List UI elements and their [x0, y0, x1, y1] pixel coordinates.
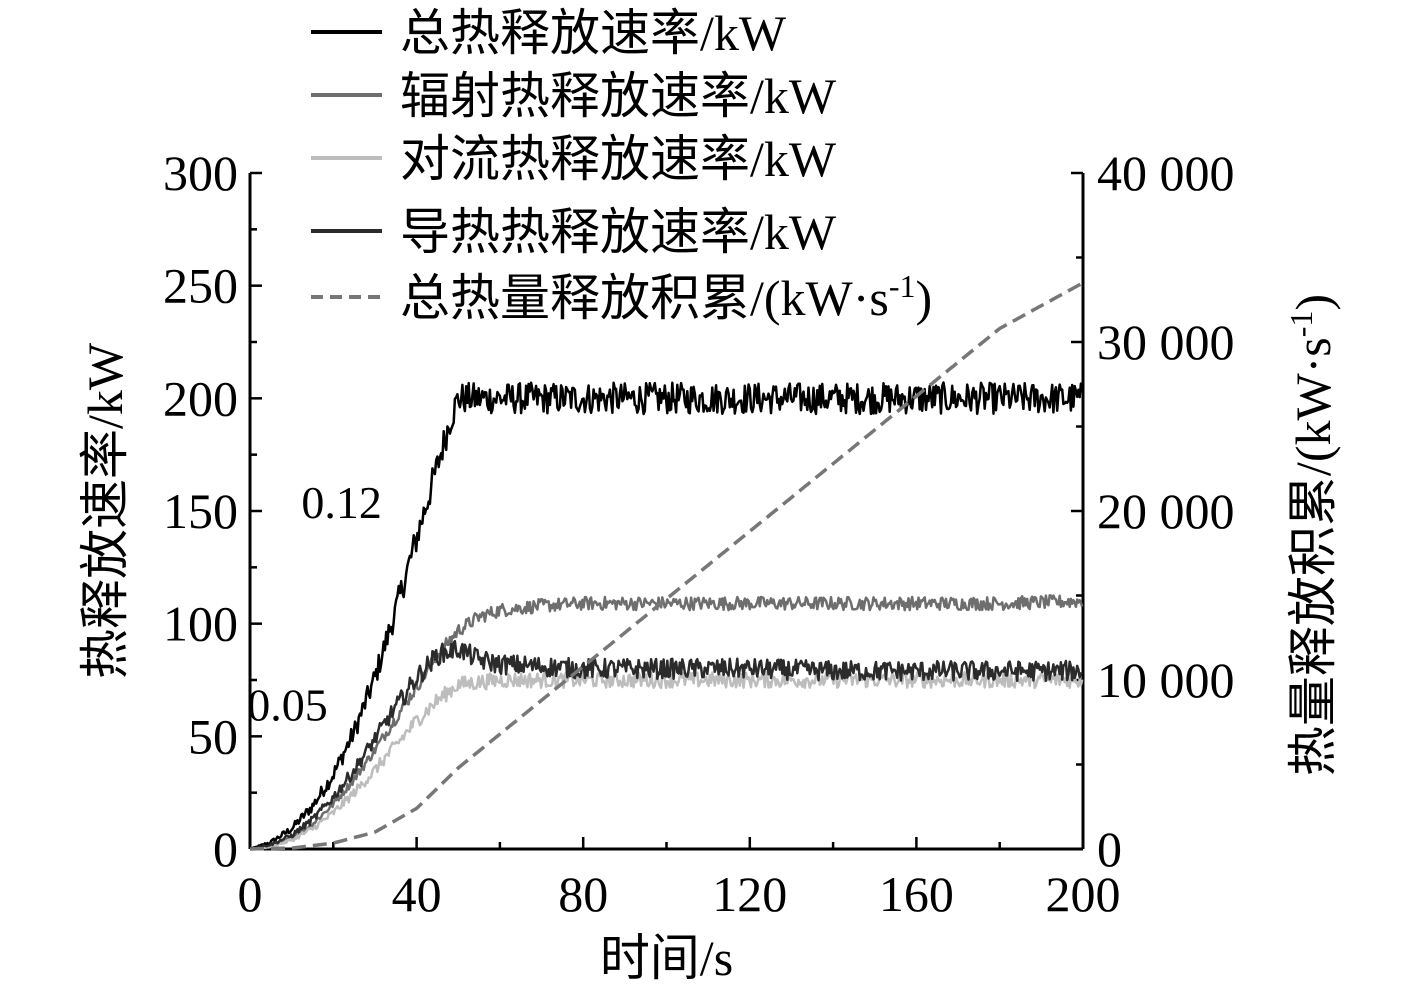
x-tick-label: 120	[712, 866, 787, 922]
x-tick-label: 0	[238, 866, 263, 922]
series-line-0	[249, 381, 1084, 851]
legend-label-2: 对流热释放速率/kW	[400, 131, 837, 187]
series-line-4	[249, 281, 1084, 851]
annotation-0: 0.12	[301, 477, 382, 528]
legend: 总热释放速率/kW 辐射热释放速率/kW 对流热释放速率/kW 导热热释放速率/kW 总…	[311, 5, 932, 326]
annotation-1: 0.05	[247, 680, 328, 731]
y-left-tick-label: 100	[163, 596, 238, 652]
series-group	[249, 281, 1084, 851]
legend-label-1: 辐射热释放速率/kW	[400, 68, 837, 124]
y-right-axis-title-sup: -1	[1283, 311, 1319, 338]
y-left-axis-title: 热释放速率/kW	[77, 342, 133, 679]
x-tick-label: 80	[558, 866, 608, 922]
y-left-tick-label: 150	[163, 483, 238, 539]
annotations: 0.12 0.05	[247, 477, 382, 731]
series-line-2	[249, 670, 1084, 851]
y-right-tick-label: 0	[1097, 821, 1122, 877]
legend-label-3: 导热热释放速率/kW	[400, 204, 837, 260]
y-right-tick-label: 30 000	[1097, 314, 1235, 370]
y-right-tick-label: 20 000	[1097, 483, 1235, 539]
x-tick-label: 200	[1046, 866, 1121, 922]
y-left-tick-label: 250	[163, 258, 238, 314]
y-right-tick-label: 40 000	[1097, 145, 1235, 201]
legend-label-0: 总热释放速率/kW	[400, 5, 787, 61]
y-left-tick-label: 300	[163, 145, 238, 201]
x-axis-title: 时间/s	[600, 930, 733, 985]
y-right-axis-title: 热量释放积累/(kW·s-1)	[1283, 294, 1341, 776]
axis-labels: 时间/s 热释放速率/kW 热量释放积累/(kW·s-1)	[77, 294, 1341, 985]
series-line-3	[249, 639, 1083, 851]
y-right-axis-title-close: )	[1285, 294, 1341, 311]
y-right-tick-label: 10 000	[1097, 652, 1235, 708]
y-left-tick-label: 0	[213, 821, 238, 877]
series-line-1	[249, 594, 1084, 851]
y-right-axis-title-main: 热量释放积累/(kW·s	[1285, 337, 1341, 776]
x-tick-label: 160	[879, 866, 954, 922]
y-left-tick-label: 200	[163, 370, 238, 426]
x-tick-label: 40	[392, 866, 442, 922]
y-left-tick-label: 50	[188, 708, 238, 764]
legend-label-4: 总热量释放积累/(kW·s-1)	[400, 268, 932, 326]
